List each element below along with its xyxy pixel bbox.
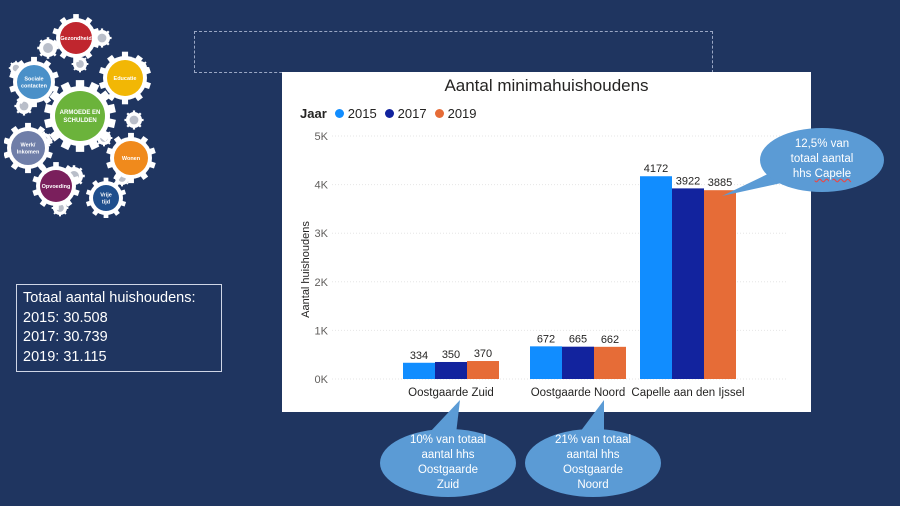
callout-zuid-line4: Zuid (436, 479, 460, 491)
gear-label: Vrije (100, 193, 112, 199)
data-label: 334 (410, 350, 428, 362)
empty-placeholder-box (194, 31, 713, 73)
callout-capelle-line3a: hhs (792, 168, 815, 180)
legend-title: Jaar (300, 106, 327, 121)
callout-zuid-line1: 10% van totaal (409, 434, 487, 446)
gear-label: Opvoeding (42, 184, 71, 190)
bar-oostgaarde-noord-2017[interactable] (562, 346, 594, 379)
y-tick-label: 1K (315, 325, 329, 337)
y-tick-label: 0K (315, 374, 329, 386)
chart-title: Aantal minimahuishoudens (444, 76, 649, 95)
data-label: 665 (569, 334, 587, 346)
gear-label: contacten (21, 84, 48, 90)
legend-dot-2015 (334, 109, 344, 118)
callout-noord-text: 21% van totaal aantal hhs Oostgaarde Noo… (525, 433, 661, 493)
legend-item-2015[interactable]: 2015 (334, 106, 377, 121)
bar-oostgaarde-zuid-2017[interactable] (435, 361, 467, 379)
center-gear-icon (55, 91, 105, 141)
bar-oostgaarde-zuid-2019[interactable] (467, 361, 499, 379)
bar-oostgaarde-noord-2015[interactable] (530, 346, 562, 379)
x-category-label: Oostgaarde Zuid (408, 387, 494, 399)
y-tick-label: 4K (315, 180, 329, 192)
small-gear-hub-icon (76, 60, 84, 68)
total-line-2019: 2019: 31.115 (23, 348, 107, 365)
total-heading: Totaal aantal huishoudens: (23, 290, 196, 306)
y-tick-label: 2K (315, 277, 329, 289)
y-axis-label: Aantal huishoudens (300, 221, 312, 318)
legend-label-2015: 2015 (347, 106, 377, 121)
legend-dot-2017 (384, 109, 394, 118)
callout-zuid-text: 10% van totaal aantal hhs Oostgaarde Zui… (380, 433, 516, 493)
gear-sociale-contacten-icon (17, 65, 51, 99)
legend-dot-2019 (434, 109, 444, 118)
bar-oostgaarde-noord-2019[interactable] (594, 346, 626, 379)
small-gear-hub-icon (43, 43, 53, 53)
data-label: 662 (601, 334, 619, 346)
bar-capelle-aan-den-ijssel-2019[interactable] (704, 190, 736, 379)
gear-vrije-tijd-icon (93, 185, 119, 211)
callout-noord-line1: 21% van totaal (554, 434, 632, 446)
total-households-box: Totaal aantal huishoudens: 2015: 30.508 … (16, 284, 222, 372)
legend-label-2019: 2019 (447, 106, 477, 121)
gear-gezondheid-icon (60, 22, 92, 54)
total-line-2017: 2017: 30.739 (23, 329, 108, 345)
callout-capelle-line2: totaal aantal (790, 153, 854, 165)
small-gear-hub-icon (19, 101, 29, 111)
gear-label: Gezondheid (60, 36, 91, 42)
center-gear-label: SCHULDEN (63, 118, 96, 124)
callout-zuid-line3: Oostgaarde (417, 464, 479, 476)
center-gear-label: ARMOEDE EN (60, 110, 101, 116)
total-line-2015: 2015: 30.508 (23, 309, 108, 326)
legend-item-2019[interactable]: 2019 (434, 106, 477, 121)
bar-capelle-aan-den-ijssel-2017[interactable] (672, 188, 704, 379)
x-category-label: Capelle aan den Ijssel (631, 387, 744, 399)
bar-oostgaarde-zuid-2015[interactable] (403, 362, 435, 379)
gear-label: Sociale (24, 77, 43, 83)
data-label: 4172 (644, 163, 668, 175)
chart-legend: Jaar 2015 2017 2019 (300, 106, 485, 121)
bar-capelle-aan-den-ijssel-2015[interactable] (640, 176, 672, 379)
small-gear-hub-icon (97, 33, 107, 43)
legend-label-2017: 2017 (397, 106, 427, 121)
y-tick-label: 3K (315, 228, 329, 240)
data-label: 3922 (676, 175, 700, 187)
gear-label: Inkomen (17, 150, 40, 156)
gear-educatie-icon (107, 60, 143, 96)
gear-opvoeding-icon (40, 170, 72, 202)
callout-capelle-line3: hhs Capele (761, 167, 883, 182)
gear-label: Educatie (114, 76, 137, 82)
gear-label: tijd (102, 200, 110, 206)
gear-label: Werk/ (21, 143, 36, 149)
x-category-label: Oostgaarde Noord (531, 387, 626, 399)
legend-item-2017[interactable]: 2017 (384, 106, 427, 121)
data-label: 370 (474, 348, 492, 360)
gear-werk-inkomen-icon (11, 131, 45, 165)
callout-zuid-line2: aantal hhs (421, 449, 475, 461)
gear-wonen-icon (114, 141, 148, 175)
data-label: 3885 (708, 177, 732, 189)
callout-noord-line4: Noord (577, 479, 609, 491)
callout-capelle-text: 12,5% van totaal aantal hhs Capele (761, 137, 883, 182)
callout-noord-line3: Oostgaarde (562, 464, 624, 476)
data-label: 672 (537, 333, 555, 345)
callout-capelle-line1: 12,5% van (794, 138, 850, 150)
gear-label: Wonen (122, 156, 141, 162)
chart-panel: Aantal minimahuishoudens Jaar 2015 2017 … (282, 72, 811, 412)
callout-capelle-line3b: Capele (814, 168, 852, 180)
y-tick-label: 5K (315, 131, 329, 143)
bar-chart-plot: 0K 1K 2K 3K 4K 5K Aantal huishoudens 334 350 370 O… (300, 131, 787, 399)
callout-noord-line2: aantal hhs (566, 449, 620, 461)
small-gear-hub-icon (129, 115, 139, 125)
data-label: 350 (442, 349, 460, 361)
